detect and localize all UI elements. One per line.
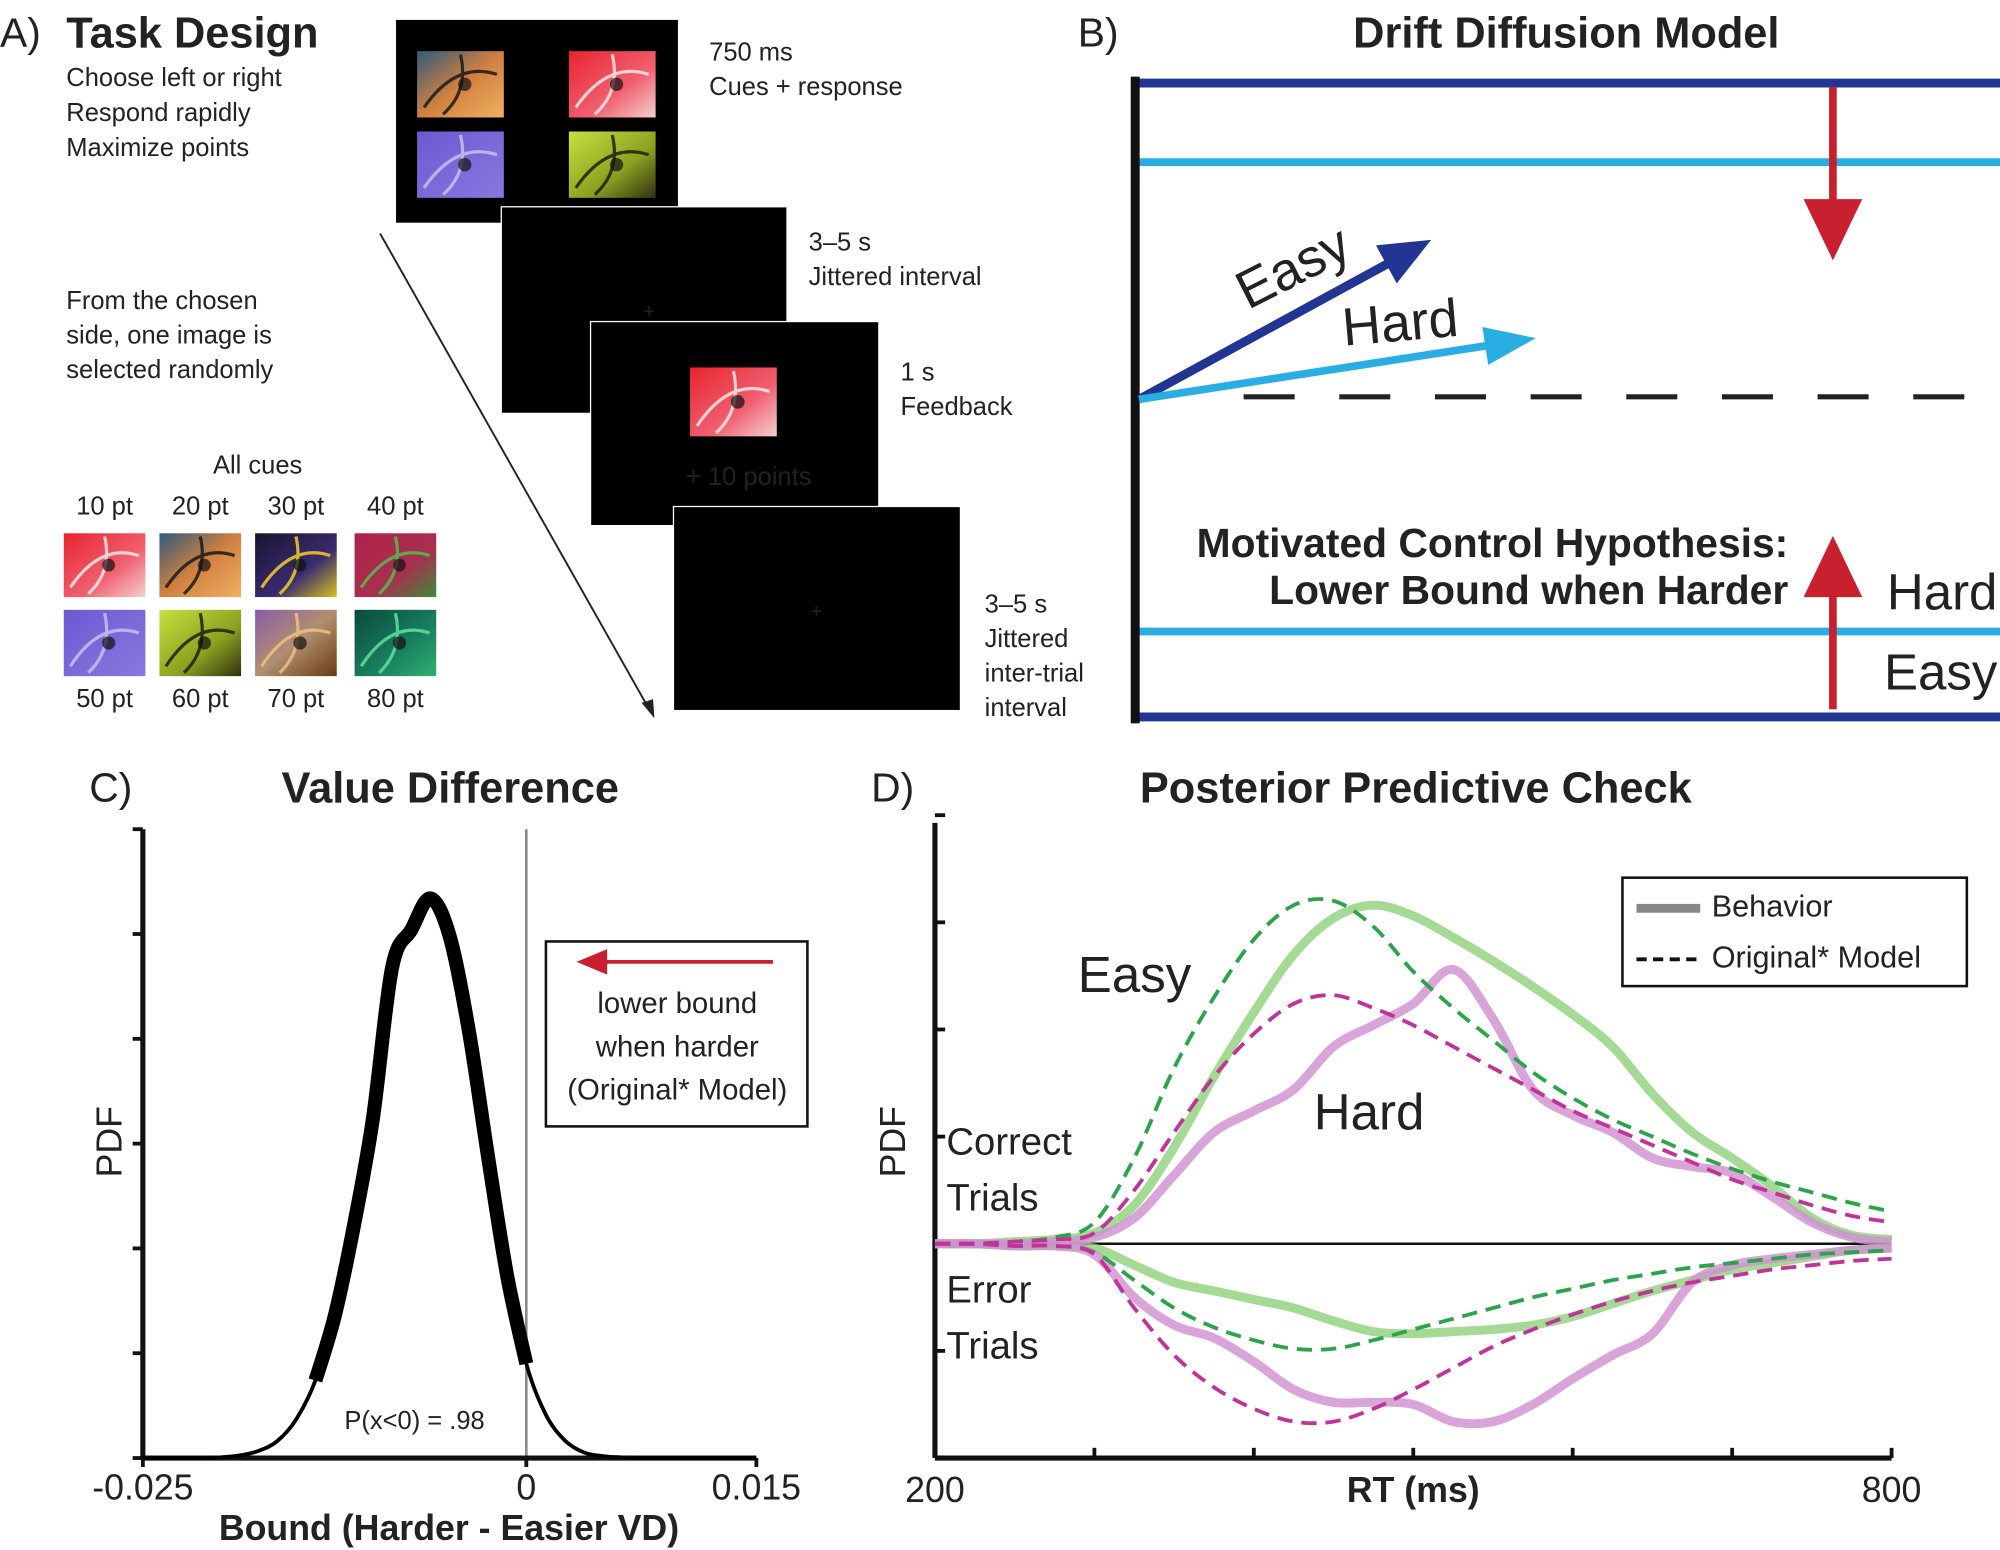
model-curve: [934, 897, 1892, 1246]
series-label: Hard: [1314, 1084, 1425, 1141]
cue-label: 60 pt: [172, 685, 229, 713]
fractal-center: [609, 158, 624, 172]
model-curve: [934, 993, 1892, 1246]
annotation: Correct: [946, 1120, 1072, 1163]
note: From the chosen: [66, 287, 257, 315]
screen-label: Feedback: [901, 393, 1013, 421]
x-tick-label: 0: [516, 1467, 536, 1507]
screen-label: Jittered: [985, 625, 1069, 653]
bound-label: Easy: [1884, 644, 1998, 701]
screen-timing: 1 s: [901, 359, 935, 387]
cue-label: 20 pt: [172, 493, 229, 521]
annotation-box-text: lower bound: [597, 987, 757, 1020]
drift-easy: [1136, 259, 1391, 404]
cue-label: 70 pt: [268, 685, 325, 713]
chart-title: Posterior Predictive Check: [1140, 764, 1693, 812]
fractal-center: [102, 636, 116, 650]
screen-timing: 750 ms: [709, 38, 793, 66]
legend-label: Original* Model: [1712, 940, 1921, 974]
x-tick-label: 0.015: [712, 1467, 801, 1507]
fractal-center: [197, 558, 211, 572]
panel-label: B): [1078, 10, 1119, 56]
y-axis-label: PDF: [873, 1106, 913, 1177]
behavior-curve: [934, 1239, 1892, 1429]
annotation-box-text: (Original* Model): [567, 1074, 787, 1107]
annotation: Error: [946, 1268, 1031, 1311]
screen-label: Cues + response: [709, 73, 903, 101]
legend-label: Behavior: [1712, 889, 1833, 923]
timeline-arrow: [379, 233, 651, 710]
annotation: Trials: [946, 1324, 1038, 1367]
drift-hard: [1138, 341, 1489, 404]
feedback-text: + 10 points: [686, 463, 811, 491]
annotation-arrow-head: [576, 949, 608, 975]
fixation-cross: +: [643, 301, 655, 323]
cue-label: 10 pt: [76, 493, 133, 521]
panel-label: D): [871, 765, 914, 811]
instruction: Maximize points: [66, 134, 249, 162]
panel-title: Drift Diffusion Model: [1353, 9, 1779, 57]
screen-label: interval: [985, 694, 1067, 722]
fractal-center: [458, 77, 472, 91]
screen-label: inter-trial: [985, 660, 1084, 688]
density-interval: [308, 891, 534, 1383]
cue-label: 40 pt: [367, 493, 424, 521]
fractal-center: [102, 558, 116, 572]
panel-label: A): [0, 10, 41, 56]
annotation: Trials: [946, 1176, 1038, 1219]
note: side, one image is: [66, 322, 272, 350]
fixation-cross: +: [810, 601, 822, 623]
bound-shift-head: [1803, 535, 1863, 598]
fractal-center: [293, 558, 307, 572]
density-curve: [142, 896, 757, 1460]
screen-label: Jittered interval: [809, 263, 982, 291]
instruction: Choose left or right: [66, 64, 281, 92]
x-axis-label: RT (ms): [1347, 1470, 1480, 1510]
screen-timing: 3–5 s: [985, 591, 1047, 619]
fractal-center: [293, 636, 307, 650]
fractal-center: [609, 77, 624, 91]
x-tick-label: 200: [905, 1470, 965, 1510]
x-tick-label: -0.025: [92, 1467, 193, 1507]
drift-easy-head: [1375, 239, 1432, 284]
cue-label: 80 pt: [367, 685, 424, 713]
drift-label: Hard: [1340, 289, 1461, 358]
fractal-center: [393, 558, 406, 572]
panel-title: Task Design: [66, 9, 318, 57]
drift-hard-head: [1482, 327, 1536, 365]
annotation-box-text: when harder: [595, 1030, 759, 1063]
hypothesis: Lower Bound when Harder: [1269, 567, 1788, 613]
trial-screen: [672, 505, 962, 712]
screen-timing: 3–5 s: [809, 228, 871, 256]
bound-label: Hard: [1887, 563, 1998, 620]
fractal-center: [392, 636, 407, 650]
fractal-center: [458, 158, 472, 172]
hypothesis: Motivated Control Hypothesis:: [1197, 520, 1789, 566]
annotation-box: [544, 940, 809, 1128]
panel-label: C): [89, 765, 132, 811]
cue-label: 50 pt: [76, 685, 133, 713]
x-axis-label: Bound (Harder - Easier VD): [219, 1508, 679, 1548]
note: selected randomly: [66, 356, 273, 384]
cue-label: 30 pt: [268, 493, 325, 521]
timeline-arrow-head: [641, 699, 655, 719]
behavior-curve: [934, 965, 1893, 1249]
x-tick-label: 800: [1862, 1470, 1922, 1510]
annotation: P(x<0) = .98: [344, 1407, 484, 1435]
behavior-curve: [934, 1239, 1892, 1339]
series-label: Easy: [1078, 946, 1192, 1003]
fractal-center: [197, 636, 211, 650]
legend-box: [1621, 876, 1969, 988]
bound-shift-head: [1803, 199, 1863, 261]
fractal-center: [730, 395, 745, 409]
y-axis-label: PDF: [90, 1106, 130, 1177]
cues-title: All cues: [213, 452, 302, 480]
chart-title: Value Difference: [282, 764, 619, 812]
instruction: Respond rapidly: [66, 99, 251, 127]
